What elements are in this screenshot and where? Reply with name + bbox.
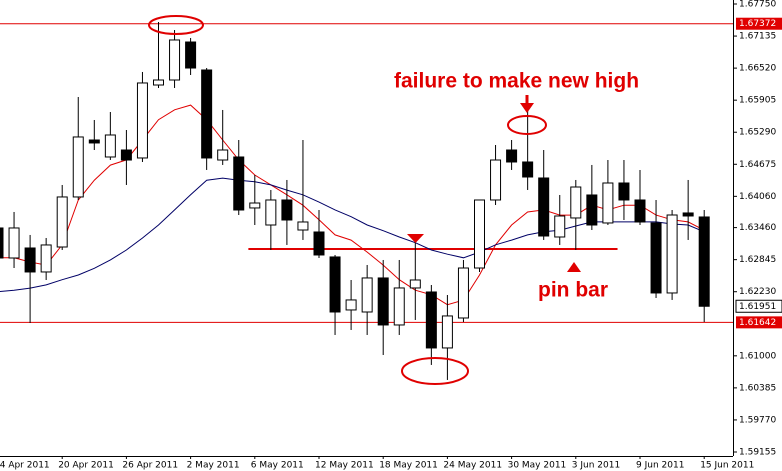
candle-body <box>393 287 405 326</box>
y-tick-label: 1.59155 <box>739 447 776 457</box>
arrow-head <box>567 262 581 272</box>
x-tick-label: 14 Apr 2011 <box>0 461 50 471</box>
candle-body <box>169 39 181 81</box>
y-tick-label: 1.63460 <box>739 223 776 233</box>
last-price-label: 1.61951 <box>739 302 776 312</box>
candle-body <box>666 214 678 294</box>
y-tick-label: 1.62230 <box>739 287 776 297</box>
x-tick-label: 18 May 2011 <box>379 461 438 471</box>
candle-body <box>522 161 534 178</box>
candle-body <box>120 149 132 161</box>
candle-body <box>409 279 421 289</box>
x-tick-label: 15 Jun 2011 <box>700 461 754 471</box>
candle-body <box>0 227 4 259</box>
candle-body <box>40 244 52 273</box>
candle-body <box>217 149 229 161</box>
candle-body <box>602 182 614 224</box>
candle-body <box>281 199 293 221</box>
candle-body <box>104 134 116 158</box>
x-tick-label: 6 May 2011 <box>251 461 304 471</box>
x-tick-label: 30 May 2011 <box>508 461 567 471</box>
y-tick-label: 1.66520 <box>739 64 776 74</box>
highlight-ellipse <box>507 115 547 135</box>
candle-body <box>377 277 389 326</box>
y-tick-label: 1.67135 <box>739 32 776 42</box>
candle-body <box>570 186 582 219</box>
x-tick-label: 9 Jun 2011 <box>636 461 684 471</box>
x-tick-label: 3 Jun 2011 <box>572 461 620 471</box>
candle-body <box>329 256 341 313</box>
candle-body <box>474 199 485 269</box>
annotation: failure to make new high <box>394 70 639 93</box>
highlight-ellipse <box>401 357 469 385</box>
candle-body <box>490 159 502 201</box>
candle-body <box>185 41 197 69</box>
arrow-head <box>520 103 534 113</box>
y-tick-label: 1.62845 <box>739 255 776 265</box>
candle-body <box>554 215 566 238</box>
candle-body <box>538 177 550 237</box>
candle-body <box>586 194 598 226</box>
price-tag-label: 1.67372 <box>739 19 776 29</box>
candle-body <box>72 136 84 198</box>
candle-body <box>313 231 325 256</box>
candle-body <box>249 202 261 209</box>
price-tag <box>735 299 782 313</box>
candle-body <box>425 291 437 349</box>
candle-body <box>136 82 148 159</box>
candle-body <box>24 247 36 273</box>
annotation: pin bar <box>538 279 608 302</box>
price-tag <box>736 17 782 30</box>
candle-body <box>345 299 357 311</box>
candle-body <box>88 139 100 144</box>
candle-body <box>441 315 453 349</box>
y-tick-label: 1.65290 <box>739 128 776 138</box>
y-tick-label: 1.65905 <box>739 96 776 106</box>
candle-body <box>506 149 518 163</box>
marker-triangle <box>407 234 424 243</box>
candle-body <box>618 182 630 201</box>
y-tick-label: 1.64675 <box>739 160 776 170</box>
x-tick-label: 2 May 2011 <box>187 461 240 471</box>
price-tag-label: 1.61642 <box>739 318 776 328</box>
candle-body <box>634 199 646 223</box>
candle-body <box>361 277 373 313</box>
x-tick-label: 20 Apr 2011 <box>58 461 114 471</box>
highlight-ellipse <box>148 15 204 35</box>
candle-body <box>682 212 694 217</box>
plot-area <box>0 21 733 380</box>
y-tick-label: 1.67750 <box>739 0 776 10</box>
candle-body <box>297 221 309 231</box>
candle-body <box>698 216 710 307</box>
y-tick-label: 1.60385 <box>739 383 776 393</box>
candle-body <box>153 79 164 86</box>
y-tick-label: 1.59770 <box>739 415 776 425</box>
y-tick-label: 1.64060 <box>739 192 776 202</box>
candle-body <box>457 267 469 319</box>
x-tick-label: 24 May 2011 <box>443 461 502 471</box>
x-tick-label: 26 Apr 2011 <box>122 461 178 471</box>
price-tag <box>736 316 782 329</box>
x-tick-label: 12 May 2011 <box>315 461 374 471</box>
y-tick-label: 1.61000 <box>739 351 776 361</box>
candle-body <box>265 199 277 226</box>
candle-body <box>201 69 213 159</box>
candle-body <box>650 222 662 294</box>
candle-body <box>8 227 20 259</box>
candle-body <box>233 156 245 211</box>
candle-body <box>56 196 68 248</box>
